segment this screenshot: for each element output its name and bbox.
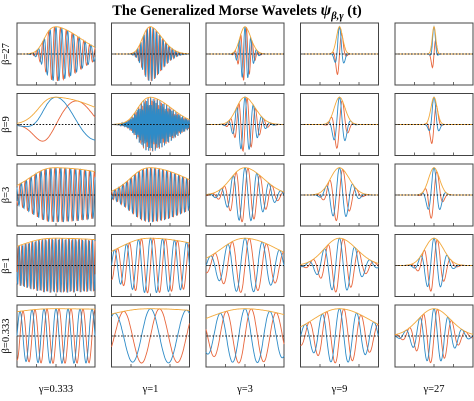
row-label: β=0.333 [1, 319, 12, 354]
row-label: β=1 [1, 257, 12, 274]
envelope-line [111, 237, 190, 252]
panel-4-4 [394, 304, 474, 368]
column-label: γ=27 [422, 384, 444, 395]
panel-3-2 [205, 234, 285, 297]
panel-1-2 [205, 93, 285, 156]
panel-1-1 [111, 93, 190, 156]
title-subscript: β,γ [331, 11, 344, 22]
envelope-line [205, 237, 285, 259]
column-label: γ=3 [236, 384, 253, 395]
panel-2-0 [16, 163, 96, 227]
panel-1-3 [300, 93, 379, 156]
panel-2-4 [394, 163, 474, 227]
panel-2-2 [205, 163, 285, 227]
panel-2-1 [111, 163, 190, 227]
panel-1-4 [394, 93, 474, 156]
envelope-line [16, 237, 95, 247]
panel-4-2 [205, 304, 285, 368]
panel-1-0 [16, 93, 96, 156]
panel-0-0 [16, 22, 96, 86]
panel-2-3 [300, 163, 379, 227]
panel-4-3 [300, 304, 379, 368]
panel-0-4 [394, 22, 474, 86]
title-text: The Generalized Morse Wavelets [112, 3, 317, 19]
envelope-line [206, 167, 285, 195]
panel-3-4 [394, 234, 474, 297]
row-label: β=27 [1, 43, 12, 65]
envelope-line [111, 308, 190, 315]
column-label: γ=1 [142, 384, 159, 395]
envelope-line [205, 308, 285, 319]
panel-0-3 [300, 22, 379, 86]
column-label: γ=9 [331, 384, 348, 395]
envelope-line [111, 96, 190, 125]
panel-3-3 [300, 234, 379, 297]
row-label: β=9 [1, 116, 12, 133]
title-symbol: ψ [320, 2, 332, 19]
chart-title: The Generalized Morse Wavelets ψβ,γ (t) [0, 2, 474, 22]
envelope-line [394, 308, 474, 336]
envelope-line [16, 167, 96, 186]
panel-3-1 [111, 234, 190, 297]
row-label: β=3 [1, 187, 12, 204]
panel-3-0 [16, 234, 96, 297]
envelope-line [111, 167, 190, 192]
envelope-line [16, 96, 96, 124]
panel-4-0 [16, 304, 96, 368]
panel-0-1 [111, 22, 190, 86]
column-label: γ=0.333 [38, 384, 73, 395]
panel-4-1 [111, 304, 190, 368]
panel-0-2 [205, 22, 285, 86]
envelope-line [300, 237, 379, 265]
title-argument: (t) [347, 3, 362, 19]
envelope-line [300, 308, 379, 328]
envelope-line [17, 308, 95, 313]
